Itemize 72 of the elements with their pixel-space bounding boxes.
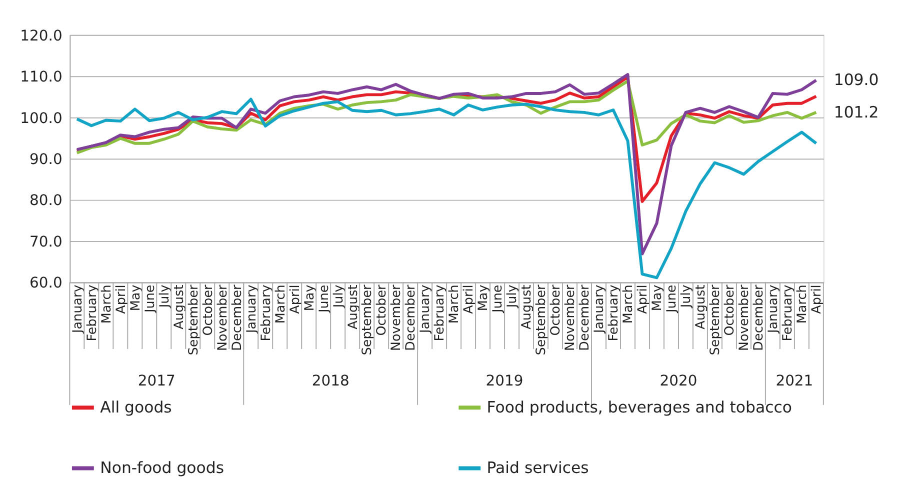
x-tick-label: May: [650, 284, 666, 312]
x-tick-label: January: [418, 284, 434, 334]
x-tick-label: July: [331, 284, 346, 309]
x-tick-label: November: [389, 284, 404, 352]
x-tick-label: March: [273, 284, 288, 324]
x-tick-label: August: [694, 284, 709, 330]
x-tick-label: September: [708, 284, 724, 356]
x-tick-label: November: [563, 284, 578, 352]
y-tick-label: 110.0: [20, 68, 62, 86]
x-tick-label: April: [462, 284, 477, 314]
x-tick-label: August: [346, 284, 361, 330]
x-tick-label: January: [70, 284, 86, 334]
x-tick-label: October: [722, 284, 738, 336]
x-tick-label: March: [621, 284, 636, 324]
x-tick-label: July: [157, 284, 172, 309]
legend-label: Non-food goods: [100, 458, 224, 478]
x-tick-label: April: [288, 284, 303, 314]
x-tick-label: December: [404, 284, 419, 351]
x-tick-label: August: [172, 284, 187, 330]
x-tick-label: October: [374, 284, 390, 336]
data-label: 109.0: [834, 70, 879, 90]
x-tick-label: December: [752, 284, 767, 351]
x-tick-label: June: [490, 284, 506, 314]
y-tick-label: 80.0: [30, 192, 62, 210]
x-tick-label: January: [592, 284, 608, 334]
x-tick-label: May: [128, 284, 144, 312]
line-series: [75, 73, 818, 256]
y-tick-label: 70.0: [30, 233, 62, 250]
legend-label: Food products, beverages and tobacco: [486, 398, 792, 417]
x-tick-label: June: [664, 284, 680, 314]
x-tick-label: July: [679, 284, 694, 309]
x-tick-label: February: [780, 284, 796, 342]
x-tick-label: June: [142, 284, 158, 314]
x-tick-label: September: [360, 284, 376, 356]
x-tick-label: November: [215, 284, 230, 352]
x-tick-label: February: [258, 284, 274, 342]
x-tick-label: March: [795, 284, 810, 324]
x-tick-label: April: [636, 284, 651, 314]
data-label: 101.2: [834, 102, 879, 122]
x-tick-label: October: [200, 284, 216, 336]
text: 2018: [312, 372, 350, 390]
y-tick-label: 60.0: [30, 274, 62, 292]
x-tick-label: February: [432, 284, 448, 342]
x-tick-label: August: [520, 284, 535, 330]
y-tick-label: 90.0: [30, 150, 62, 168]
x-tick-label: October: [548, 284, 564, 336]
x-tick-label: November: [737, 284, 752, 352]
legend-label: Paid services: [486, 458, 589, 478]
x-tick-label: April: [810, 284, 825, 314]
x-tick-label: May: [302, 284, 318, 312]
text: 2019: [486, 372, 524, 390]
text: 2020: [660, 372, 698, 390]
y-tick-label: 100.0: [20, 110, 62, 127]
x-tick-label: May: [476, 284, 492, 312]
x-tick-label: February: [84, 284, 100, 342]
x-tick-label: September: [186, 284, 202, 356]
x-tick-label: April: [114, 284, 129, 314]
legend-label: All goods: [100, 398, 172, 417]
x-tick-label: September: [534, 284, 550, 356]
x-tick-label: February: [606, 284, 622, 342]
line-series: [75, 98, 818, 280]
x-tick-label: December: [578, 284, 593, 351]
x-tick-label: December: [230, 284, 245, 351]
x-tick-label: January: [244, 284, 260, 334]
x-tick-label: January: [766, 284, 782, 334]
y-tick-label: 120.0: [20, 27, 62, 44]
text: 2021: [776, 372, 814, 390]
x-tick-label: June: [316, 284, 332, 314]
x-tick-label: March: [447, 284, 462, 324]
x-tick-label: March: [99, 284, 114, 324]
text: 2017: [138, 372, 176, 390]
x-tick-label: July: [505, 284, 520, 309]
